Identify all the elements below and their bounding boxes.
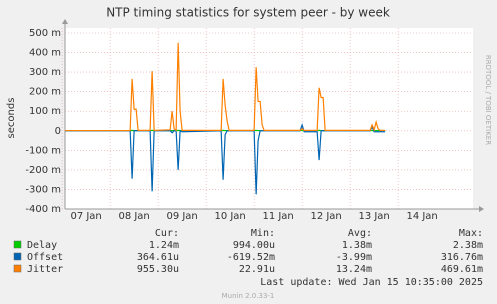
legend-value: 364.61u	[137, 252, 179, 263]
legend-value: 994.00u	[233, 240, 275, 251]
legend-value: -619.52m	[227, 252, 275, 263]
x-tick-label: 10 Jan	[214, 211, 245, 222]
legend-swatch	[13, 264, 22, 273]
footer: Munin 2.0.33-1	[222, 292, 275, 300]
legend-value: 1.38m	[342, 240, 372, 251]
legend-header: Avg:	[348, 228, 372, 239]
plot-area	[65, 28, 473, 209]
y-axis-label: seconds	[6, 98, 17, 139]
last-update: Last update: Wed Jan 15 10:35:00 2025	[260, 277, 483, 288]
legend-header: Cur:	[155, 228, 179, 239]
legend-value: 316.76m	[441, 252, 483, 263]
y-tick-label: 100 m	[29, 106, 61, 117]
legend-value: 13.24m	[336, 264, 372, 275]
legend-swatch	[13, 252, 22, 261]
y-tick-label: -300 m	[25, 184, 61, 195]
x-axis-arrow	[479, 206, 484, 212]
y-tick-label: 300 m	[29, 67, 61, 78]
legend-label: Jitter	[27, 264, 63, 275]
legend-value: -3.99m	[336, 252, 372, 263]
side-text: RRDTOOL / TOBI OETIKER	[484, 55, 492, 145]
y-tick-label: 400 m	[29, 48, 61, 59]
legend-value: 2.38m	[453, 240, 483, 251]
x-tick-label: 14 Jan	[406, 211, 437, 222]
x-tick-label: 12 Jan	[310, 211, 341, 222]
x-tick-label: 08 Jan	[118, 211, 149, 222]
x-tick-label: 13 Jan	[358, 211, 389, 222]
y-tick-label: 500 m	[29, 28, 61, 39]
y-tick-label: -200 m	[25, 165, 61, 176]
y-tick-label: 0	[55, 126, 61, 137]
legend-label: Delay	[27, 240, 57, 251]
chart-title: NTP timing statistics for system peer - …	[106, 6, 390, 20]
series-line	[65, 42, 386, 132]
y-tick-label: -100 m	[25, 145, 61, 156]
legend-value: 1.24m	[149, 240, 179, 251]
x-tick-label: 11 Jan	[262, 211, 293, 222]
legend-value: 22.91u	[239, 264, 275, 275]
legend-label: Offset	[27, 252, 63, 263]
legend-header: Min:	[251, 228, 275, 239]
legend-value: 469.61m	[441, 264, 483, 275]
legend-header: Max:	[459, 228, 483, 239]
legend-swatch	[13, 240, 22, 249]
y-tick-label: 200 m	[29, 87, 61, 98]
x-tick-label: 09 Jan	[166, 211, 197, 222]
y-axis-arrow	[62, 19, 68, 24]
y-tick-label: -400 m	[25, 204, 61, 215]
legend-value: 955.30u	[137, 264, 179, 275]
x-tick-label: 07 Jan	[70, 211, 101, 222]
